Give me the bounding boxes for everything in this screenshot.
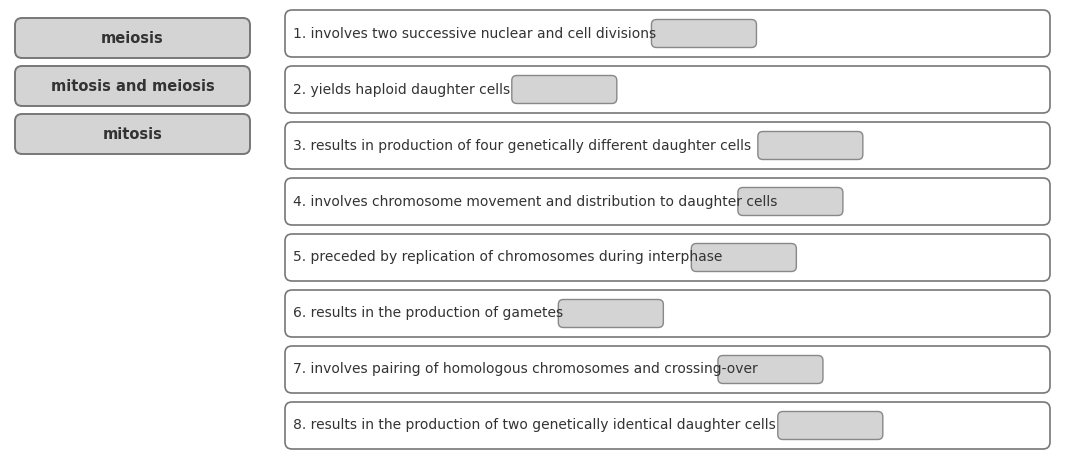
FancyBboxPatch shape bbox=[738, 188, 843, 215]
FancyBboxPatch shape bbox=[285, 178, 1050, 225]
FancyBboxPatch shape bbox=[758, 131, 863, 159]
FancyBboxPatch shape bbox=[285, 290, 1050, 337]
Text: 8. results in the production of two genetically identical daughter cells: 8. results in the production of two gene… bbox=[293, 418, 775, 432]
FancyBboxPatch shape bbox=[285, 346, 1050, 393]
Text: mitosis: mitosis bbox=[103, 127, 162, 142]
Text: 1. involves two successive nuclear and cell divisions: 1. involves two successive nuclear and c… bbox=[293, 27, 656, 40]
Text: meiosis: meiosis bbox=[101, 30, 163, 45]
FancyBboxPatch shape bbox=[778, 411, 883, 439]
Text: 3. results in production of four genetically different daughter cells: 3. results in production of four genetic… bbox=[293, 138, 751, 152]
FancyBboxPatch shape bbox=[691, 243, 797, 272]
Text: 7. involves pairing of homologous chromosomes and crossing-over: 7. involves pairing of homologous chromo… bbox=[293, 363, 758, 377]
FancyBboxPatch shape bbox=[718, 356, 823, 384]
FancyBboxPatch shape bbox=[15, 114, 250, 154]
FancyBboxPatch shape bbox=[15, 66, 250, 106]
Text: 6. results in the production of gametes: 6. results in the production of gametes bbox=[293, 307, 563, 320]
FancyBboxPatch shape bbox=[651, 20, 756, 47]
Text: 2. yields haploid daughter cells: 2. yields haploid daughter cells bbox=[293, 83, 511, 97]
Text: mitosis and meiosis: mitosis and meiosis bbox=[50, 78, 215, 93]
FancyBboxPatch shape bbox=[285, 122, 1050, 169]
FancyBboxPatch shape bbox=[285, 234, 1050, 281]
FancyBboxPatch shape bbox=[512, 76, 617, 104]
Text: 4. involves chromosome movement and distribution to daughter cells: 4. involves chromosome movement and dist… bbox=[293, 195, 778, 209]
FancyBboxPatch shape bbox=[285, 402, 1050, 449]
FancyBboxPatch shape bbox=[285, 66, 1050, 113]
FancyBboxPatch shape bbox=[559, 300, 663, 327]
FancyBboxPatch shape bbox=[15, 18, 250, 58]
Text: 5. preceded by replication of chromosomes during interphase: 5. preceded by replication of chromosome… bbox=[293, 250, 722, 265]
FancyBboxPatch shape bbox=[285, 10, 1050, 57]
